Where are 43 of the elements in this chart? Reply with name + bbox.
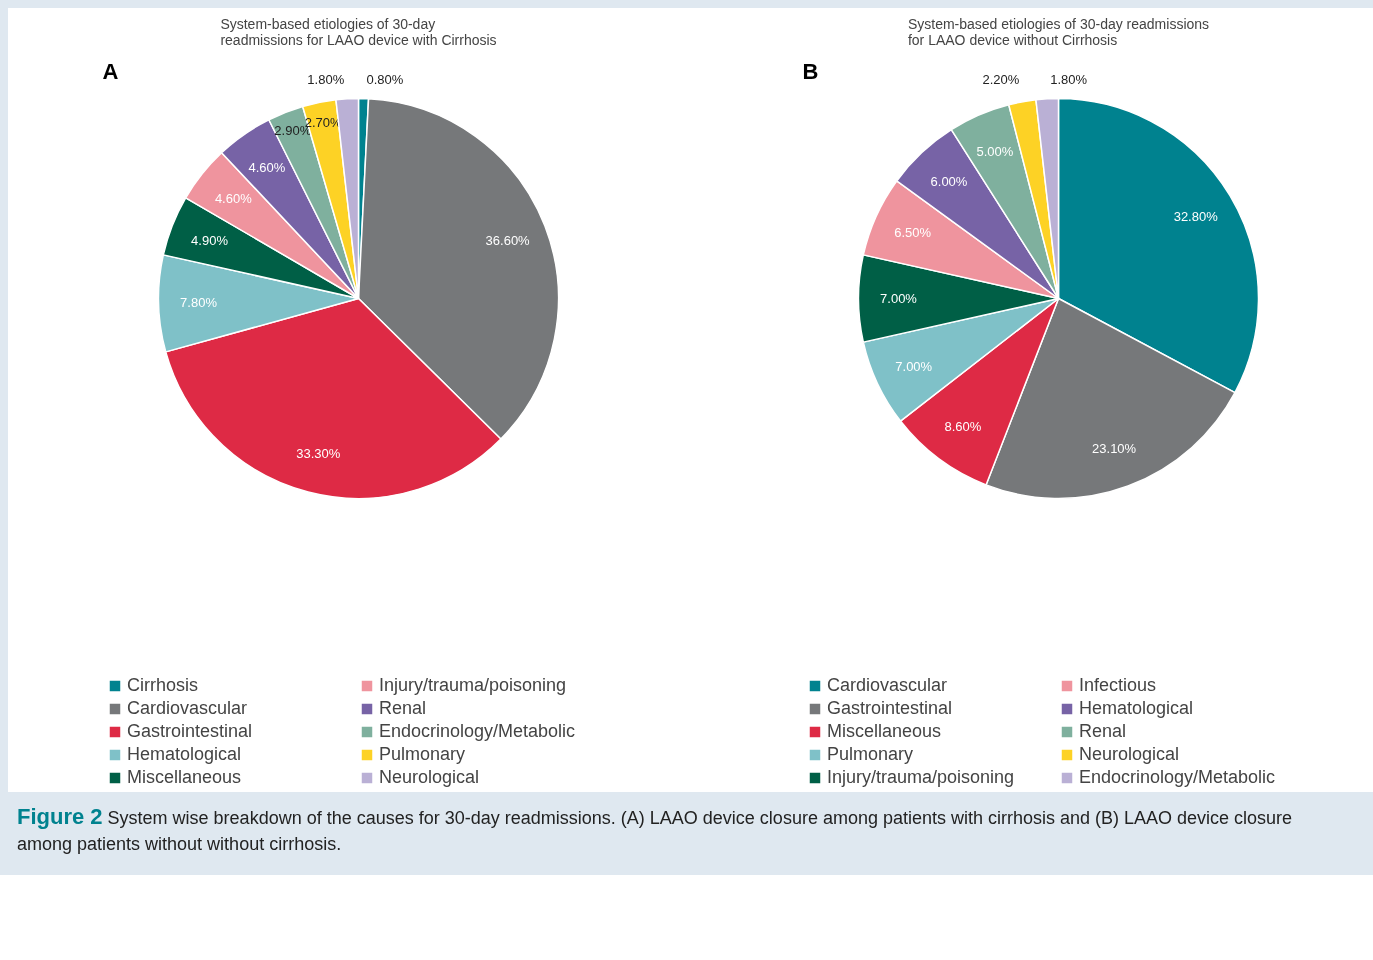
data-label: 5.00%	[976, 144, 1014, 160]
legend-label: Cardiovascular	[827, 675, 949, 696]
legend-label: Miscellaneous	[827, 721, 943, 742]
data-label: 4.60%	[214, 191, 253, 207]
data-label: 33.30%	[296, 445, 341, 461]
legend-label: Pulmonary	[827, 744, 915, 765]
legend-label: Renal	[379, 698, 428, 719]
data-label: 2.20%	[982, 71, 1020, 87]
data-label: 0.80%	[366, 71, 404, 87]
legend-label: Endocrinology/Metabolic	[379, 721, 577, 742]
data-label: 6.00%	[930, 174, 968, 190]
legend-label: Gastrointestinal	[827, 698, 954, 719]
data-label: 7.80%	[180, 295, 218, 311]
data-label: 36.60%	[485, 233, 531, 249]
legend-label: Neurological	[1079, 744, 1181, 765]
data-label: 4.60%	[248, 159, 286, 175]
legend-label: Injury/trauma/poisoning	[379, 675, 568, 696]
caption: Figure 2	[17, 804, 103, 829]
data-label: 1.80%	[1050, 71, 1088, 87]
data-label: 7.00%	[895, 359, 933, 375]
data-label: 1.80%	[307, 71, 345, 87]
legend-label: Cardiovascular	[127, 698, 249, 719]
data-label: 6.50%	[894, 225, 932, 241]
legend-label: Cirrhosis	[127, 675, 199, 696]
data-label: 7.00%	[880, 291, 918, 306]
legend-label: Injury/trauma/poisoning	[827, 767, 1016, 788]
legend-label: Neurological	[379, 767, 481, 788]
data-label: 4.90%	[191, 232, 229, 248]
legend-label: Hematological	[127, 744, 243, 765]
data-label: 32.80%	[1173, 208, 1219, 224]
chart-title: System-based etiologies of 30-day readmissions for LAAO device without Cirrhosis	[907, 15, 1210, 48]
legend-label: Gastrointestinal	[127, 721, 254, 742]
legend-label: Endocrinology/Metabolic	[1079, 767, 1277, 788]
legend-label: Infectious	[1079, 675, 1158, 696]
legend-label: Miscellaneous	[127, 767, 243, 788]
legend-label: Hematological	[1079, 698, 1195, 719]
text: A	[102, 58, 119, 84]
text: B	[802, 58, 819, 84]
data-label: 23.10%	[1092, 441, 1137, 457]
chart-title: System-based etiologies of 30-day readmissions for LAAO device with Cirrhosis	[220, 15, 497, 48]
data-label: 8.60%	[944, 419, 982, 435]
legend-label: Pulmonary	[379, 744, 467, 765]
legend-label: Renal	[1079, 721, 1128, 742]
